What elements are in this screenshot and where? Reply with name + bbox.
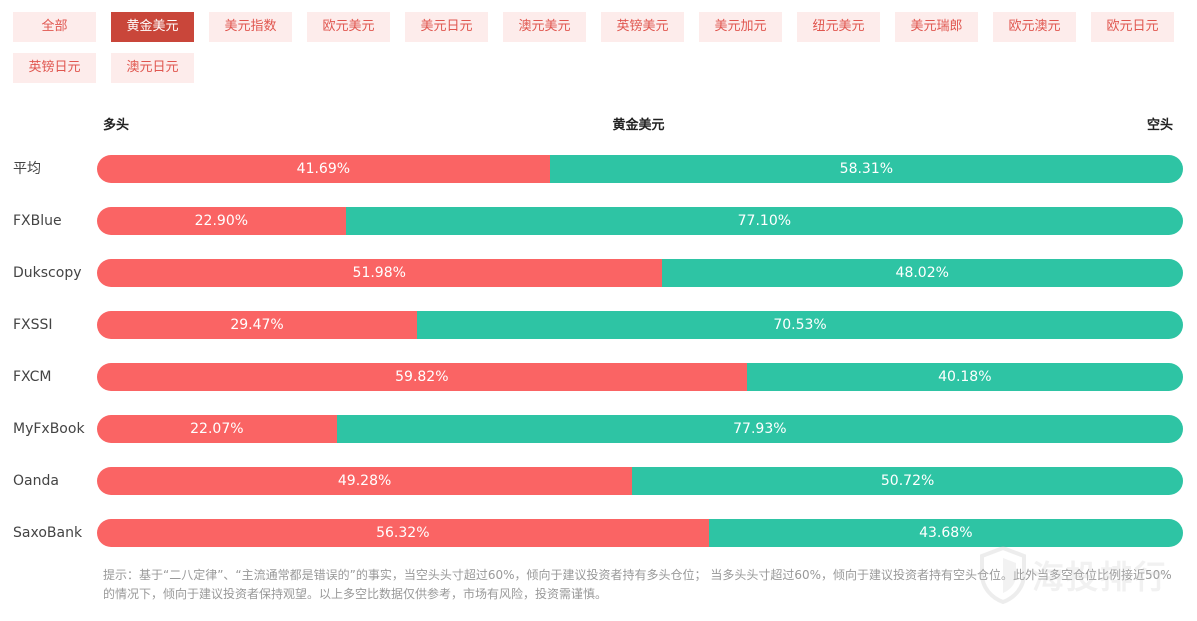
bar-row: FXBlue 22.90% 77.10% — [0, 207, 1197, 235]
short-segment: 77.10% — [345, 207, 1183, 235]
short-segment: 70.53% — [417, 311, 1183, 339]
tab-2[interactable]: 美元指数 — [209, 12, 292, 42]
long-segment: 29.47% — [97, 311, 418, 339]
category-label: MyFxBook — [13, 421, 85, 437]
sentiment-bar: 51.98% 48.02% — [97, 259, 1183, 287]
category-label: 平均 — [13, 161, 41, 177]
currency-tabs: 全部 黄金美元 美元指数 欧元美元 美元日元 澳元美元 英镑美元 美元加元 纽元美元 美元瑞郎 欧元… — [13, 12, 1193, 83]
category-label: FXSSI — [13, 317, 53, 333]
sentiment-bar: 29.47% 70.53% — [97, 311, 1183, 339]
tab-7[interactable]: 美元加元 — [699, 12, 782, 42]
tab-1[interactable]: 黄金美元 — [111, 12, 194, 42]
disclaimer-note: 提示：基于“二八定律”、“主流通常都是错误的”的事实，当空头头寸超过60%，倾向… — [103, 568, 1172, 601]
category-label: Oanda — [13, 473, 59, 489]
sentiment-bar: 22.07% 77.93% — [97, 415, 1183, 443]
bar-row: 平均 41.69% 58.31% — [0, 155, 1197, 183]
short-header: 空头 — [1146, 118, 1173, 133]
long-segment: 56.32% — [97, 519, 709, 547]
tab-13[interactable]: 澳元日元 — [111, 53, 194, 83]
long-header: 多头 — [103, 118, 130, 133]
category-label: FXCM — [13, 369, 52, 385]
chart-title: 黄金美元 — [612, 118, 665, 133]
bar-row: FXSSI 29.47% 70.53% — [0, 311, 1197, 339]
long-segment: 22.90% — [97, 207, 346, 235]
tab-4[interactable]: 美元日元 — [405, 12, 488, 42]
short-segment: 40.18% — [746, 363, 1183, 391]
bar-row: MyFxBook 22.07% 77.93% — [0, 415, 1197, 443]
tab-12[interactable]: 英镑日元 — [13, 53, 96, 83]
tab-3[interactable]: 欧元美元 — [307, 12, 390, 42]
sentiment-bar: 49.28% 50.72% — [97, 467, 1183, 495]
short-segment: 43.68% — [708, 519, 1183, 547]
bar-row: FXCM 59.82% 40.18% — [0, 363, 1197, 391]
long-segment: 22.07% — [97, 415, 337, 443]
short-segment: 77.93% — [336, 415, 1183, 443]
tab-5[interactable]: 澳元美元 — [503, 12, 586, 42]
tab-6[interactable]: 英镑美元 — [601, 12, 684, 42]
tab-11[interactable]: 欧元日元 — [1091, 12, 1174, 42]
bar-row: Dukscopy 51.98% 48.02% — [0, 259, 1197, 287]
bar-row: SaxoBank 56.32% 43.68% — [0, 519, 1197, 547]
sentiment-bar: 41.69% 58.31% — [97, 155, 1183, 183]
tab-8[interactable]: 纽元美元 — [797, 12, 880, 42]
short-segment: 48.02% — [661, 259, 1183, 287]
tab-9[interactable]: 美元瑞郎 — [895, 12, 978, 42]
tab-0[interactable]: 全部 — [13, 12, 96, 42]
short-segment: 58.31% — [549, 155, 1183, 183]
bar-row: Oanda 49.28% 50.72% — [0, 467, 1197, 495]
category-label: Dukscopy — [13, 265, 82, 281]
tab-10[interactable]: 欧元澳元 — [993, 12, 1076, 42]
sentiment-bar: 22.90% 77.10% — [97, 207, 1183, 235]
sentiment-bar: 59.82% 40.18% — [97, 363, 1183, 391]
sentiment-bars: 平均 41.69% 58.31% FXBlue 22.90% 77.10% Dukscopy… — [0, 155, 1197, 571]
category-label: SaxoBank — [13, 525, 83, 541]
sentiment-bar: 56.32% 43.68% — [97, 519, 1183, 547]
long-segment: 51.98% — [97, 259, 662, 287]
category-label: FXBlue — [13, 213, 62, 229]
long-segment: 41.69% — [97, 155, 550, 183]
long-segment: 59.82% — [97, 363, 747, 391]
long-segment: 49.28% — [97, 467, 633, 495]
short-segment: 50.72% — [632, 467, 1183, 495]
